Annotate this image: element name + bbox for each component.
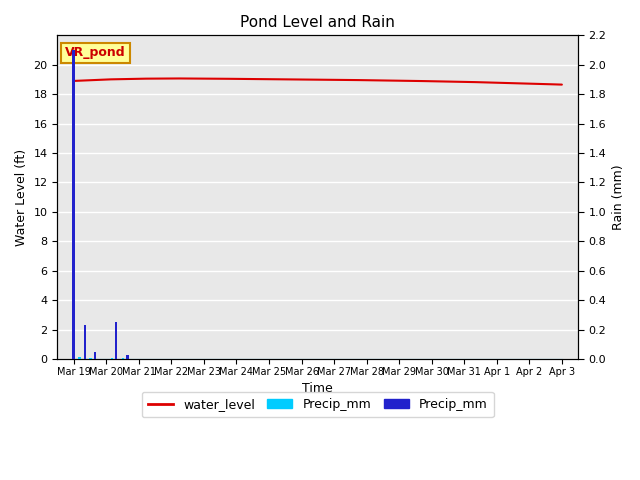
Legend: water_level, Precip_mm, Precip_mm: water_level, Precip_mm, Precip_mm <box>142 392 493 418</box>
Bar <box>84 325 86 359</box>
Y-axis label: Water Level (ft): Water Level (ft) <box>15 149 28 246</box>
Bar <box>122 358 124 359</box>
Bar <box>78 357 81 359</box>
X-axis label: Time: Time <box>303 382 333 395</box>
Bar <box>111 358 113 359</box>
Bar <box>126 355 129 359</box>
Bar <box>93 351 96 359</box>
Bar <box>90 358 92 359</box>
Text: VR_pond: VR_pond <box>65 47 126 60</box>
Bar <box>72 50 75 359</box>
Bar <box>115 322 117 359</box>
Title: Pond Level and Rain: Pond Level and Rain <box>241 15 396 30</box>
Y-axis label: Rain (mm): Rain (mm) <box>612 164 625 230</box>
